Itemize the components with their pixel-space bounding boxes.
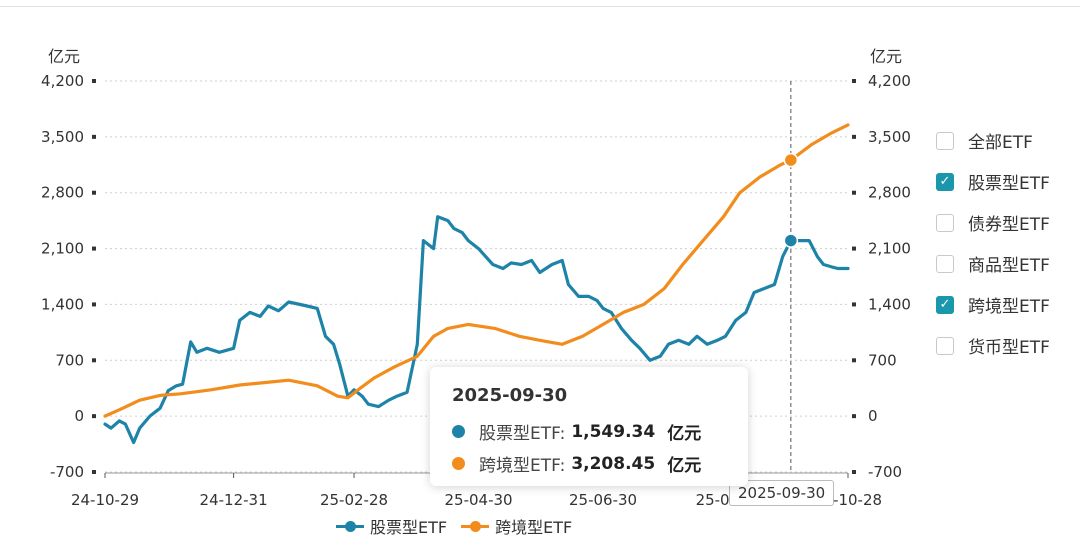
y-tick-label-right: 700 — [868, 351, 897, 369]
y-tick-label-left: 1,400 — [41, 295, 84, 313]
legend-label: 跨境型ETF — [495, 518, 573, 537]
filter-label: 股票型ETF — [968, 174, 1050, 194]
y-tick-label-left: 700 — [55, 351, 84, 369]
tooltip-value: 1,549.34 — [571, 421, 656, 442]
filter-commodity-etf[interactable]: ✓ 商品型ETF — [936, 243, 1076, 284]
y-tick-mark-right — [852, 190, 856, 195]
axes: -700 -700 0 0 700 700 1,400 1,400 2,100 2,100 2,80… — [41, 47, 911, 509]
y-tick-label-left: 0 — [74, 407, 84, 425]
x-tick-label: 25-06-30 — [569, 491, 637, 509]
series-lines — [103, 123, 850, 445]
y-tick-label-left: 2,100 — [41, 240, 84, 258]
filter-label: 货币型ETF — [968, 338, 1050, 358]
tooltip-series-name: 跨境型ETF: — [479, 456, 566, 476]
checkbox-icon[interactable]: ✓ — [936, 254, 954, 273]
y-tick-mark-right — [852, 358, 856, 363]
filter-label: 债券型ETF — [968, 215, 1050, 235]
y-tick-mark-left — [92, 134, 96, 139]
y-tick-label-right: 2,800 — [868, 184, 911, 202]
chart-legend: 股票型ETF 跨境型ETF — [336, 514, 586, 538]
tooltip-row-stock: 股票型ETF: 1,549.34 亿元 — [452, 419, 701, 444]
filter-money-etf[interactable]: ✓ 货币型ETF — [936, 325, 1076, 366]
x-tick-label: 24-12-31 — [200, 491, 268, 509]
series-dot-icon — [452, 457, 465, 470]
series-dot-icon — [452, 425, 465, 438]
legend-label: 股票型ETF — [370, 518, 448, 537]
checkbox-icon[interactable]: ✓ — [936, 295, 954, 314]
y-tick-label-left: 4,200 — [41, 72, 84, 90]
y-tick-mark-right — [852, 302, 856, 307]
chart-tooltip: 2025-09-30 股票型ETF: 1,549.34 亿元 跨境型ETF: 3… — [430, 367, 748, 486]
y-tick-mark-left — [92, 246, 96, 251]
y-tick-label-left: 2,800 — [41, 184, 84, 202]
y-tick-mark-left — [92, 358, 96, 363]
y-tick-mark-right — [852, 470, 856, 474]
checkbox-icon[interactable]: ✓ — [936, 336, 954, 355]
y-tick-label-left: -700 — [50, 463, 84, 481]
cursor-markers — [783, 81, 799, 472]
legend-item-cross[interactable]: 跨境型ETF — [461, 514, 572, 538]
y-tick-label-right: 1,400 — [868, 295, 911, 313]
y-tick-mark-right — [852, 414, 856, 419]
legend-line-icon — [461, 520, 490, 532]
y-tick-mark-right — [852, 246, 856, 251]
filter-bond-etf[interactable]: ✓ 债券型ETF — [936, 202, 1076, 243]
y-tick-mark-left — [92, 79, 96, 83]
y-tick-mark-left — [92, 190, 96, 195]
legend-line-icon — [336, 520, 364, 532]
etf-type-filter: ✓ 全部ETF ✓ 股票型ETF ✓ 债券型ETF ✓ 商品型ETF ✓ 跨境型… — [936, 120, 1076, 366]
y-tick-label-right: 4,200 — [868, 72, 911, 90]
tooltip-row-cross: 跨境型ETF: 3,208.45 亿元 — [452, 451, 701, 476]
y-axis-unit-right: 亿元 — [870, 47, 902, 66]
filter-label: 全部ETF — [968, 133, 1033, 153]
y-tick-mark-left — [92, 302, 96, 307]
checkbox-icon[interactable]: ✓ — [936, 172, 954, 191]
y-axis-unit-left: 亿元 — [48, 47, 80, 66]
tooltip-unit: 亿元 — [667, 456, 702, 476]
cursor-point — [783, 152, 799, 168]
cursor-point — [783, 233, 799, 248]
filter-stock-etf[interactable]: ✓ 股票型ETF — [936, 161, 1076, 202]
y-tick-mark-left — [92, 414, 96, 419]
tooltip-date: 2025-09-30 — [452, 385, 568, 406]
y-tick-label-right: 2,100 — [868, 240, 911, 258]
cursor-date-label: 2025-09-30 — [729, 480, 835, 506]
y-tick-label-right: 0 — [868, 407, 878, 425]
filter-all-etf[interactable]: ✓ 全部ETF — [936, 120, 1076, 161]
checkbox-icon[interactable]: ✓ — [936, 131, 954, 150]
tooltip-value: 3,208.45 — [571, 453, 656, 474]
x-tick-label: 25-04-30 — [444, 491, 512, 509]
top-divider — [0, 6, 1080, 7]
y-tick-mark-right — [852, 79, 856, 83]
legend-item-stock[interactable]: 股票型ETF — [336, 514, 447, 538]
tooltip-series-name: 股票型ETF: — [479, 424, 566, 444]
y-tick-label-right: -700 — [868, 463, 902, 481]
checkbox-icon[interactable]: ✓ — [936, 213, 954, 232]
y-tick-label-left: 3,500 — [41, 128, 84, 146]
series-line — [103, 123, 850, 418]
series-line — [103, 215, 850, 445]
tooltip-unit: 亿元 — [667, 424, 702, 444]
y-tick-label-right: 3,500 — [868, 128, 911, 146]
x-tick-label: 24-10-29 — [71, 491, 139, 509]
y-tick-mark-left — [92, 470, 96, 474]
x-tick-label: 25-02-28 — [320, 491, 388, 509]
filter-label: 跨境型ETF — [968, 297, 1050, 317]
filter-cross-border-etf[interactable]: ✓ 跨境型ETF — [936, 284, 1076, 325]
filter-label: 商品型ETF — [968, 256, 1050, 276]
y-tick-mark-right — [852, 134, 856, 139]
